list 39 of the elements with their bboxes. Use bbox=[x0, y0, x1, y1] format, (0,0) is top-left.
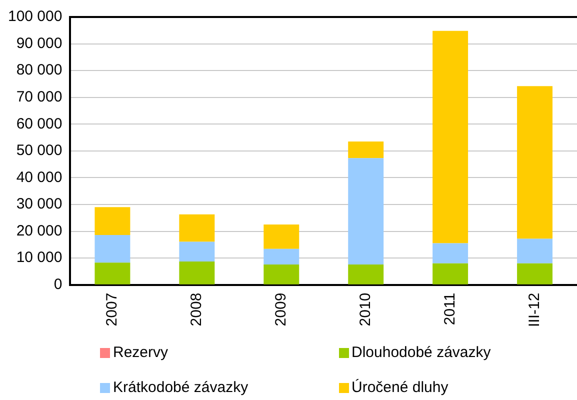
bar bbox=[179, 262, 215, 284]
bar bbox=[264, 224, 300, 249]
y-tick-label: 0 bbox=[54, 276, 62, 293]
y-tick-label: 10 000 bbox=[16, 249, 62, 266]
bar bbox=[348, 264, 384, 284]
x-tick-label: III-12 bbox=[526, 292, 543, 328]
bar bbox=[264, 248, 300, 264]
x-tick-label: 2011 bbox=[441, 292, 458, 326]
bar bbox=[94, 207, 130, 236]
legend-label: Úročené dluhy bbox=[352, 379, 448, 396]
y-tick-label: 40 000 bbox=[16, 168, 62, 186]
bar bbox=[517, 86, 553, 239]
bar bbox=[94, 262, 130, 284]
y-tick-label: 60 000 bbox=[16, 115, 62, 132]
bar bbox=[348, 142, 384, 158]
bar bbox=[517, 238, 553, 264]
y-tick-label: 30 000 bbox=[16, 196, 62, 213]
y-tick-label: 80 000 bbox=[16, 62, 62, 79]
x-tick-label: 2009 bbox=[272, 292, 290, 326]
y-tick-label: 70 000 bbox=[16, 88, 62, 106]
legend-label: Dlouhodobé závazky bbox=[352, 344, 491, 361]
bar bbox=[517, 263, 553, 284]
bar bbox=[179, 242, 215, 262]
legend-label: Krátkodobé závazky bbox=[113, 379, 248, 396]
bar bbox=[348, 158, 384, 264]
x-tick-label: 2007 bbox=[104, 292, 121, 326]
x-tick-label: 2010 bbox=[356, 292, 374, 326]
bar bbox=[432, 243, 468, 264]
y-tick-label: 100 000 bbox=[8, 8, 62, 26]
legend-label: Rezervy bbox=[113, 344, 168, 361]
bar bbox=[432, 263, 468, 284]
bar bbox=[94, 235, 130, 263]
bar bbox=[432, 30, 468, 244]
x-tick-label: 2008 bbox=[188, 292, 206, 326]
y-tick-label: 50 000 bbox=[16, 142, 62, 160]
bar bbox=[264, 264, 300, 284]
bar bbox=[179, 214, 215, 242]
y-tick-label: 90 000 bbox=[16, 34, 62, 52]
y-tick-label: 20 000 bbox=[16, 222, 62, 240]
